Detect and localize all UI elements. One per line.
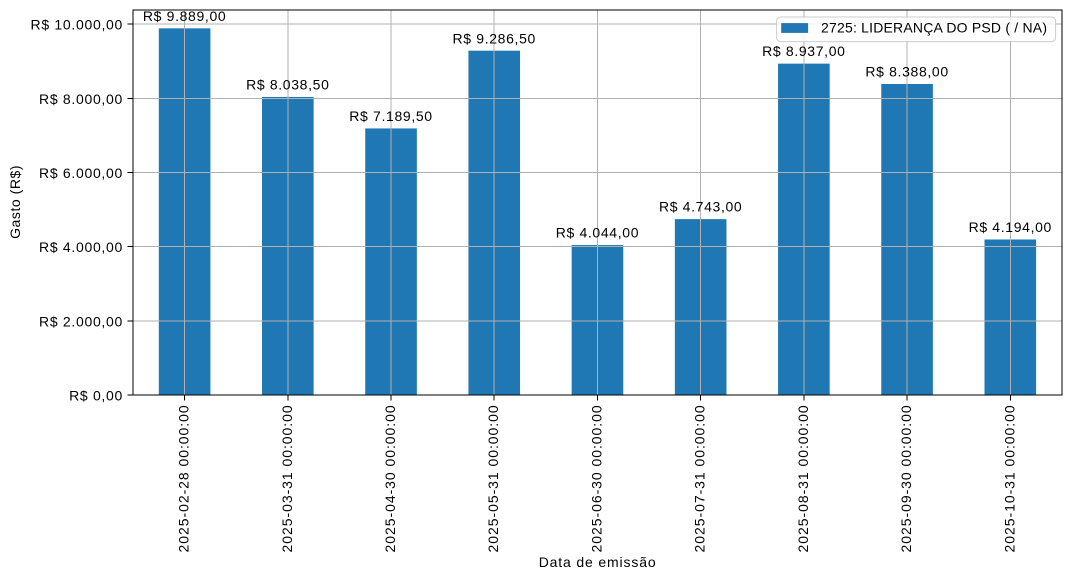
svg-text:R$ 8.000,00: R$ 8.000,00	[39, 91, 123, 107]
svg-text:R$ 8.038,50: R$ 8.038,50	[246, 77, 329, 93]
svg-text:R$ 10.000,00: R$ 10.000,00	[31, 17, 123, 33]
svg-text:2025-04-30 00:00:00: 2025-04-30 00:00:00	[382, 404, 398, 552]
svg-text:R$ 9.286,50: R$ 9.286,50	[453, 30, 536, 46]
svg-text:R$ 4.000,00: R$ 4.000,00	[39, 239, 123, 255]
svg-text:Data de emissão: Data de emissão	[539, 554, 657, 570]
svg-text:R$ 6.000,00: R$ 6.000,00	[39, 165, 123, 181]
svg-text:R$ 0,00: R$ 0,00	[69, 388, 123, 404]
svg-text:2025-06-30 00:00:00: 2025-06-30 00:00:00	[588, 404, 604, 552]
svg-text:Gasto (R$): Gasto (R$)	[7, 165, 23, 239]
svg-text:2725: LIDERANÇA DO PSD ( / NA): 2725: LIDERANÇA DO PSD ( / NA)	[821, 20, 1047, 36]
svg-text:2025-08-31 00:00:00: 2025-08-31 00:00:00	[795, 404, 811, 552]
svg-text:2025-09-30 00:00:00: 2025-09-30 00:00:00	[898, 404, 914, 552]
svg-text:2025-03-31 00:00:00: 2025-03-31 00:00:00	[279, 404, 295, 552]
svg-text:R$ 7.189,50: R$ 7.189,50	[349, 108, 432, 124]
svg-text:R$ 8.388,00: R$ 8.388,00	[865, 64, 948, 80]
svg-text:2025-10-31 00:00:00: 2025-10-31 00:00:00	[1001, 404, 1017, 552]
svg-text:R$ 9.889,00: R$ 9.889,00	[143, 8, 226, 24]
svg-text:R$ 4.743,00: R$ 4.743,00	[659, 199, 742, 215]
svg-text:2025-07-31 00:00:00: 2025-07-31 00:00:00	[692, 404, 708, 552]
svg-text:R$ 4.044,00: R$ 4.044,00	[556, 225, 639, 241]
svg-text:R$ 2.000,00: R$ 2.000,00	[39, 313, 123, 329]
svg-text:R$ 4.194,00: R$ 4.194,00	[969, 219, 1052, 235]
svg-text:R$ 8.937,00: R$ 8.937,00	[762, 43, 845, 59]
svg-text:2025-05-31 00:00:00: 2025-05-31 00:00:00	[485, 404, 501, 552]
svg-text:2025-02-28 00:00:00: 2025-02-28 00:00:00	[176, 404, 192, 552]
